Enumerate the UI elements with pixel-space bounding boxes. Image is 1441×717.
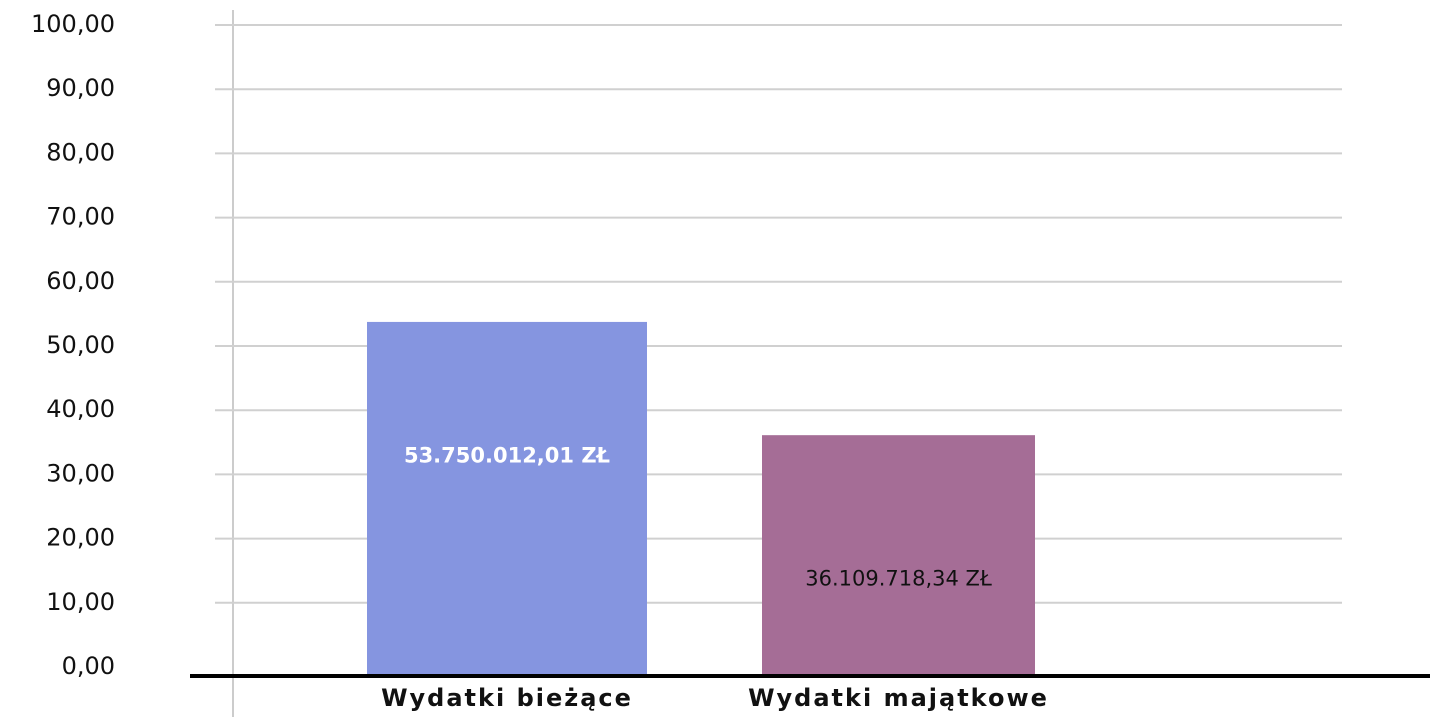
y-tick-label: 10,00 [46,588,115,616]
value-label: 36.109.718,34 ZŁ [805,567,992,591]
y-tick-label: 90,00 [46,74,115,102]
y-tick-label: 30,00 [46,459,115,487]
y-tick-label: 100,00 [31,10,115,38]
x-tick-label: Wydatki bieżące [381,684,633,712]
bar [762,435,1035,676]
y-tick-label: 20,00 [46,524,115,552]
y-tick-label: 60,00 [46,267,115,295]
bar [367,321,647,676]
y-tick-label: 70,00 [46,203,115,231]
value-label: 53.750.012,01 ZŁ [404,443,610,467]
y-tick-label: 40,00 [46,395,115,423]
y-tick-label: 80,00 [46,138,115,166]
y-tick-label: 0,00 [62,652,115,680]
x-tick-label: Wydatki majątkowe [748,684,1049,712]
y-tick-label: 50,00 [46,331,115,359]
